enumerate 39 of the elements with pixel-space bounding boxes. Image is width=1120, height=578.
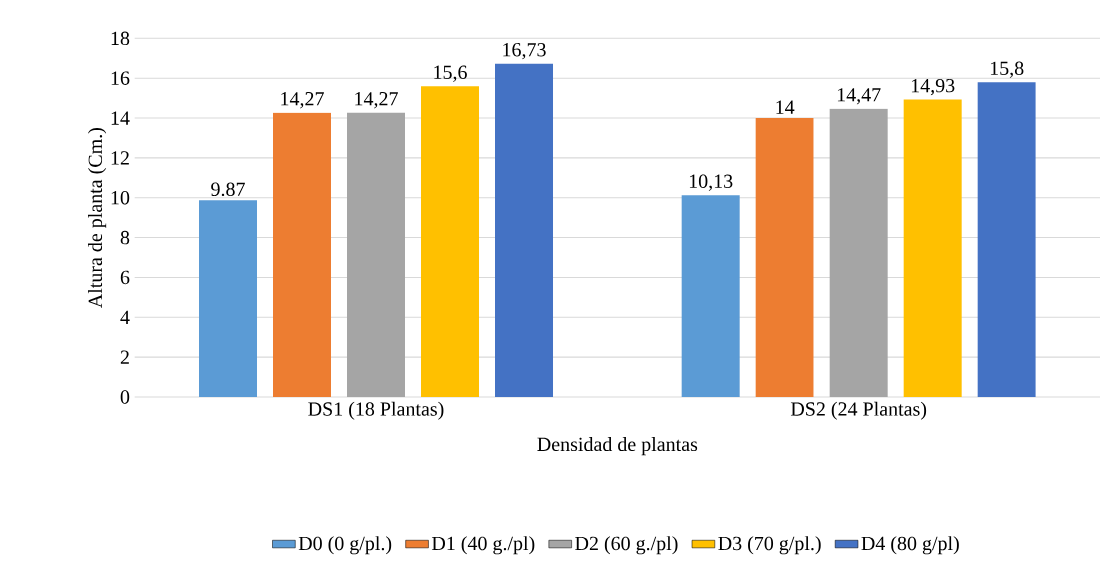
- y-tick-label: 18: [111, 31, 130, 46]
- data-label: 15,8: [990, 61, 1024, 78]
- data-label: 14: [776, 100, 795, 114]
- legend-label: D0 (0 g/pl.): [298, 536, 392, 555]
- y-tick-label: 10: [111, 190, 130, 205]
- y-axis-title: Altura de planta (Cm.): [88, 128, 107, 309]
- legend-label: D4 (80 g/pl): [861, 536, 959, 555]
- bar: [495, 63, 554, 397]
- bar: [199, 200, 257, 397]
- y-tick-label: 16: [111, 71, 130, 85]
- y-tick-label: 6: [120, 270, 130, 285]
- bar: [977, 82, 1036, 397]
- bar: [903, 99, 962, 397]
- legend-label: D2 (60 g./pl): [575, 536, 678, 555]
- bar: [829, 108, 888, 397]
- legend-label: D1 (40 g./pl): [431, 536, 535, 555]
- data-label: 14,27: [355, 92, 398, 109]
- legend-label: D3 (70 g/pl.): [718, 536, 821, 555]
- bar: [755, 118, 814, 397]
- data-label: 14,93: [911, 78, 955, 96]
- y-tick-label: 4: [120, 310, 130, 324]
- y-tick-label: 2: [120, 350, 129, 364]
- bar: [681, 195, 740, 397]
- x-tick-label: DS2 (24 Plantas): [790, 401, 927, 420]
- data-label: 14,47: [837, 88, 881, 105]
- data-label: 15,6: [434, 65, 467, 82]
- data-label: 10,13: [689, 174, 733, 191]
- y-tick-label: 8: [120, 230, 130, 245]
- y-tick-label: 0: [120, 390, 130, 404]
- x-axis-title: Densidad de plantas: [537, 437, 698, 456]
- data-label: 16,73: [503, 43, 546, 60]
- x-tick-label: DS1 (18 Plantas): [308, 401, 444, 420]
- bar: [421, 86, 480, 397]
- data-label: 14,27: [281, 92, 324, 109]
- y-tick-label: 12: [111, 151, 129, 165]
- y-tick-label: 14: [111, 111, 130, 125]
- bar: [347, 112, 405, 397]
- bar: [273, 112, 331, 397]
- data-label: 9.87: [211, 182, 245, 197]
